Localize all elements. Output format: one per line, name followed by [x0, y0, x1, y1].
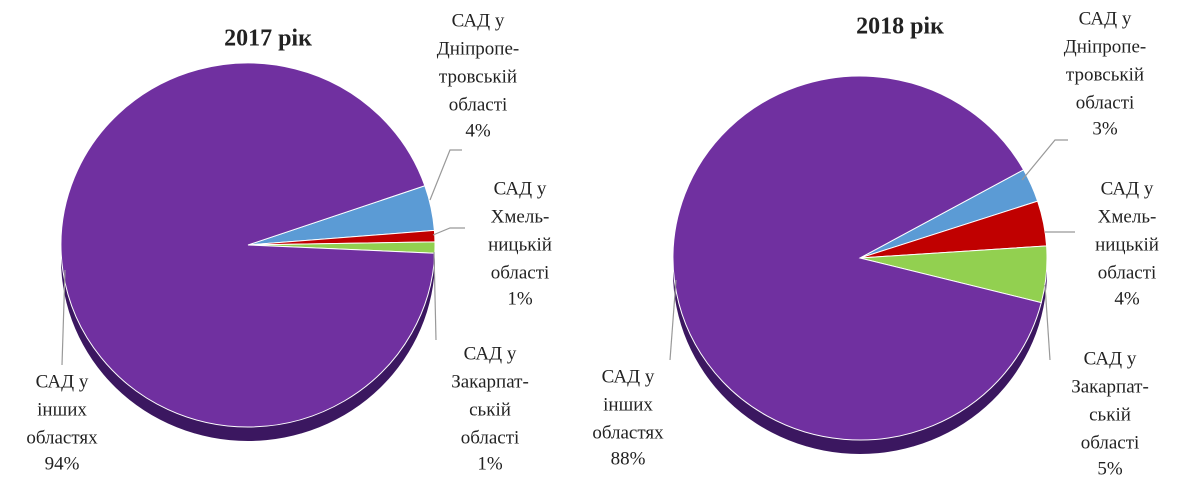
pie-slice — [60, 62, 436, 428]
value-label: 4% — [465, 120, 491, 141]
slice-label: тровській — [1066, 64, 1144, 85]
slice-label: Закарпат- — [451, 371, 529, 392]
value-label: 5% — [1097, 458, 1123, 479]
slice-label: САД у — [464, 343, 517, 364]
slice-label: області — [449, 94, 508, 115]
leader-line — [433, 251, 437, 341]
pie-slice — [672, 75, 1042, 441]
slice-label: Дніпропе- — [437, 38, 520, 59]
value-label: 1% — [477, 453, 503, 474]
slice-label: ницькій — [1095, 234, 1159, 255]
slice-label: області — [491, 262, 550, 283]
slice-label: області — [1081, 432, 1140, 453]
chart-title: 2018 рік — [856, 14, 944, 40]
slice-label: області — [1098, 262, 1157, 283]
slice-label: САД у — [602, 366, 655, 387]
leader-line — [669, 279, 677, 361]
slice-label: інших — [37, 399, 87, 420]
slice-label: САД у — [1084, 348, 1137, 369]
value-label: 1% — [507, 288, 533, 309]
value-label: 3% — [1092, 118, 1118, 139]
slice-label: тровській — [439, 66, 517, 87]
leader-line — [429, 149, 462, 201]
chart-title: 2017 рік — [224, 26, 312, 52]
value-label: 88% — [611, 448, 646, 469]
slice-label: САД у — [1079, 8, 1132, 29]
leader-line — [1021, 139, 1068, 181]
slice-label: Хмель- — [1098, 206, 1157, 227]
slice-label: Хмель- — [491, 206, 550, 227]
slice-label: області — [1076, 92, 1135, 113]
value-label: 94% — [45, 453, 80, 474]
slice-label: областях — [26, 427, 98, 448]
value-label: 4% — [1114, 288, 1140, 309]
slice-label: областях — [592, 422, 664, 443]
leader-line — [432, 227, 465, 236]
slice-label: інших — [603, 394, 653, 415]
leader-line — [61, 269, 66, 366]
slice-label: САД у — [494, 178, 547, 199]
slice-label: Закарпат- — [1071, 376, 1149, 397]
slice-label: САД у — [452, 10, 505, 31]
slice-label: ській — [1089, 404, 1131, 425]
slice-label: області — [461, 427, 520, 448]
slice-label: ській — [469, 399, 511, 420]
slice-label: САД у — [1101, 178, 1154, 199]
slice-label: ницькій — [488, 234, 552, 255]
leader-line — [1044, 284, 1051, 361]
slice-label: Дніпропе- — [1064, 36, 1147, 57]
slice-label: САД у — [36, 371, 89, 392]
